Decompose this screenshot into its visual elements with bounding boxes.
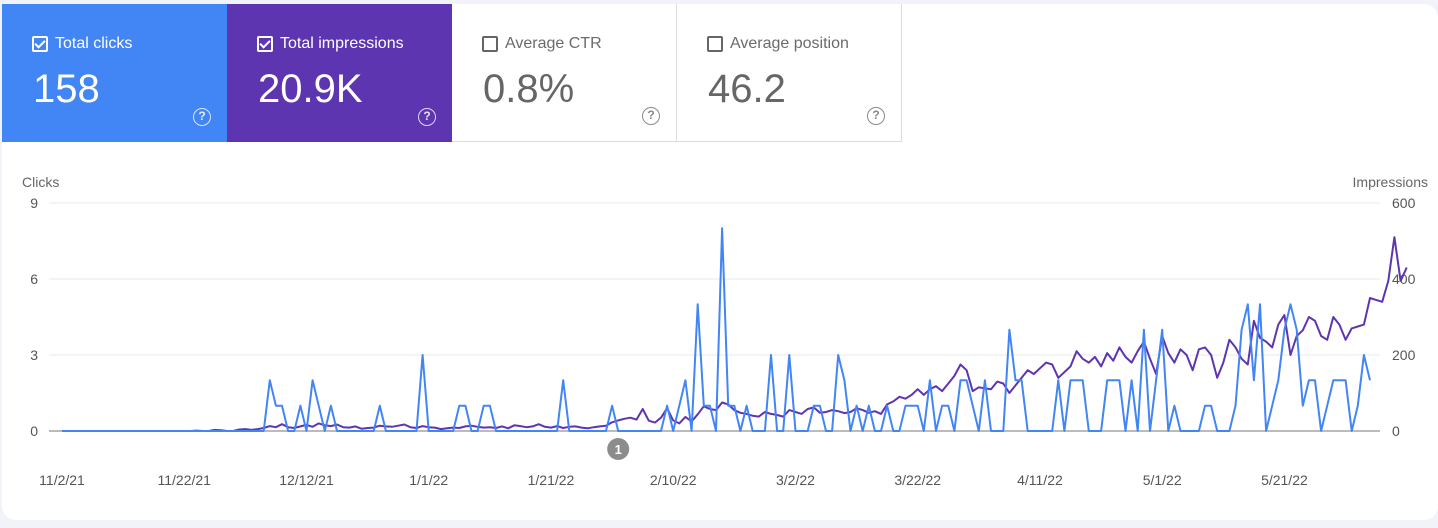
help-icon[interactable]: ? <box>642 107 660 125</box>
y-axis-left-title: Clicks <box>22 174 59 190</box>
total-impressions-value: 20.9K <box>258 67 363 111</box>
impressions-series-line <box>62 236 1408 432</box>
y-tick-right: 400 <box>1392 271 1416 287</box>
total-impressions-checkbox[interactable] <box>257 36 273 52</box>
x-tick-label: 1/1/22 <box>409 472 448 488</box>
x-tick-label: 5/1/22 <box>1143 472 1182 488</box>
y-tick-right: 600 <box>1392 195 1416 211</box>
x-tick-label: 11/22/21 <box>158 472 212 488</box>
x-tick-label: 2/10/22 <box>650 472 697 488</box>
average-ctr-label: Average CTR <box>505 35 602 52</box>
average-position-label: Average position <box>730 35 849 52</box>
y-tick-right: 0 <box>1392 423 1400 439</box>
average-position-value: 46.2 <box>708 67 786 111</box>
help-icon[interactable]: ? <box>418 108 436 126</box>
y-tick-left: 0 <box>30 423 38 439</box>
help-icon[interactable]: ? <box>867 107 885 125</box>
x-tick-label: 4/11/22 <box>1017 472 1063 488</box>
performance-panel: Clicks Impressions 0 0 3 200 6 400 9 600 11/2/21 11… <box>2 4 1438 520</box>
x-tick-label: 11/2/21 <box>39 472 85 488</box>
total-clicks-label: Total clicks <box>55 35 133 52</box>
metric-card-average-position[interactable]: Average position 46.2 ? <box>677 4 902 142</box>
average-ctr-value: 0.8% <box>483 67 575 111</box>
total-impressions-label: Total impressions <box>280 35 404 52</box>
x-tick-label: 3/22/22 <box>894 472 941 488</box>
y-axis-right-title: Impressions <box>1353 174 1428 190</box>
average-ctr-checkbox[interactable] <box>482 36 498 52</box>
annotation-marker-label: 1 <box>615 442 622 457</box>
x-tick-label: 5/21/22 <box>1261 472 1308 488</box>
x-tick-label: 3/2/22 <box>776 472 815 488</box>
help-icon[interactable]: ? <box>193 108 211 126</box>
total-clicks-checkbox[interactable] <box>32 36 48 52</box>
y-tick-left: 6 <box>30 271 38 287</box>
y-tick-right: 200 <box>1392 347 1416 363</box>
metric-card-average-ctr[interactable]: Average CTR 0.8% ? <box>452 4 677 142</box>
metric-card-total-clicks[interactable]: Total clicks 158 ? <box>2 4 227 142</box>
y-tick-left: 9 <box>30 195 38 211</box>
average-position-checkbox[interactable] <box>707 36 723 52</box>
annotation-marker <box>607 438 630 460</box>
y-tick-left: 3 <box>30 347 38 363</box>
total-clicks-value: 158 <box>33 67 100 111</box>
metric-card-total-impressions[interactable]: Total impressions 20.9K ? <box>227 4 452 142</box>
x-tick-label: 12/12/21 <box>279 472 334 488</box>
clicks-series-line <box>62 227 1371 432</box>
metric-cards: Total clicks 158 ? Total impressions 20.… <box>2 4 902 142</box>
x-tick-label: 1/21/22 <box>528 472 575 488</box>
